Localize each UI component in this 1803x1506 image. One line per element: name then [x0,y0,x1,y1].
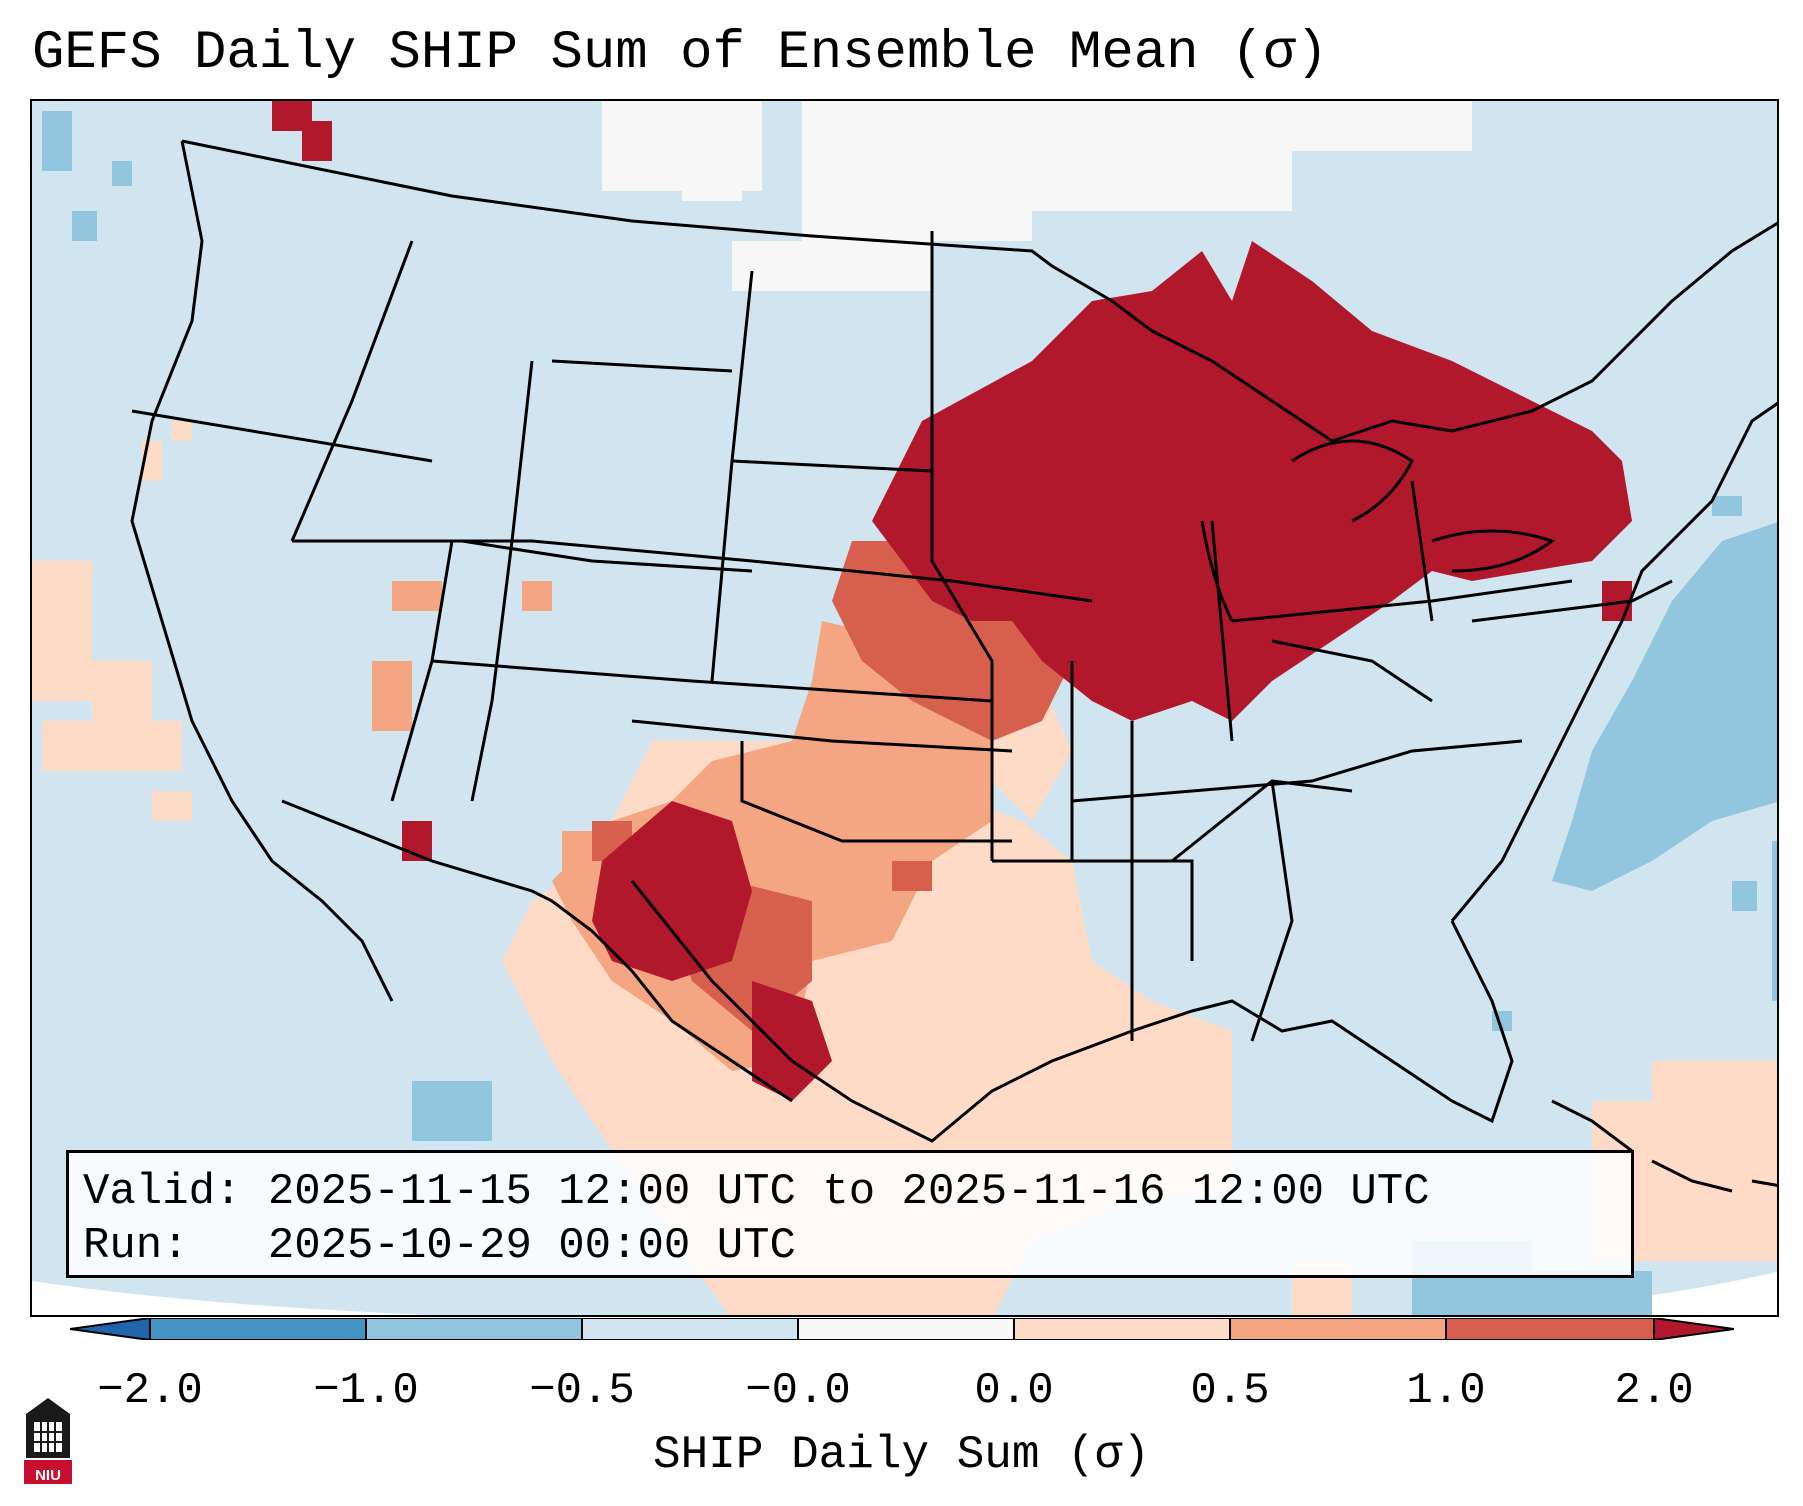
validity-info-box: Valid: 2025-11-15 12:00 UTC to 2025-11-1… [66,1150,1634,1278]
colorbar-tick-label: 2.0 [1614,1366,1694,1416]
colorbar-tick-label: 0.5 [1190,1366,1270,1416]
state-line [131,409,433,463]
colorbar-tick-label: 0.0 [974,1366,1054,1416]
colorbar-bin [150,1318,366,1340]
gulf-coast [630,880,1514,1143]
colorbar-bin [1230,1318,1446,1340]
colorbar-bin [366,1318,582,1340]
state-line [1271,639,1433,703]
colorbar-tick-marks [149,1318,1655,1340]
state-line [551,359,733,373]
near-zero-region [602,101,1472,291]
state-line [431,659,993,703]
colorbar-tick-label: 1.0 [1406,1366,1486,1416]
colorbar-label: SHIP Daily Sum (σ) [653,1429,1150,1481]
colorbar-bin [798,1318,1014,1340]
colorbar-bin [582,1318,798,1340]
colorbar-extend-high [1654,1318,1734,1340]
state-line [292,539,1093,603]
colorbar [70,1318,1734,1340]
state-line [1210,520,1234,742]
west-coast [130,140,394,1002]
state-line [1231,579,1573,623]
pacific-negative-patches [42,111,1512,1141]
colorbar-bin [1014,1318,1230,1340]
state-line [731,459,933,473]
great-lakes [1291,439,1414,523]
colorbar-tick-label: −0.0 [745,1366,851,1416]
state-line [1471,579,1673,623]
state-line [992,859,1194,961]
state-line [290,240,414,542]
state-line [1071,739,1523,803]
mexico-border [281,799,793,1103]
map-svg [32,101,1777,1315]
valid-time-text: Valid: 2025-11-15 12:00 UTC to 2025-11-1… [83,1167,1430,1217]
colorbar-tick-label: −2.0 [97,1366,203,1416]
canada-us-border [181,139,1777,443]
colorbar-tick-label: −1.0 [313,1366,419,1416]
niu-logo: NIU [20,1394,76,1486]
state-line [1250,780,1294,1042]
state-line [930,231,994,861]
political-boundaries [130,139,1777,1143]
state-line [740,741,1012,843]
run-time-text: Run: 2025-10-29 00:00 UTC [83,1221,796,1271]
colorbar-bin [1446,1318,1654,1340]
colorbar-tick-label: −0.5 [529,1366,635,1416]
chart-title: GEFS Daily SHIP Sum of Ensemble Mean (σ) [32,23,1329,84]
state-line [1410,480,1434,622]
caribbean-islands [1551,1099,1777,1193]
great-lakes [1200,520,1234,622]
map-panel [30,99,1779,1317]
great-lakes [1431,529,1556,573]
niu-logo-text: NIU [35,1467,61,1484]
state-line [631,719,1013,753]
pacific-positive-patches [32,421,192,821]
colorbar-extend-low [70,1318,150,1340]
niu-logo-icon [20,1394,76,1486]
east-coast [1450,401,1777,922]
extreme-anomaly [272,101,1632,1101]
state-line [470,360,534,802]
state-line [461,539,753,573]
projection-edge-left [32,1281,432,1315]
projection-edge-right [1471,1271,1777,1315]
